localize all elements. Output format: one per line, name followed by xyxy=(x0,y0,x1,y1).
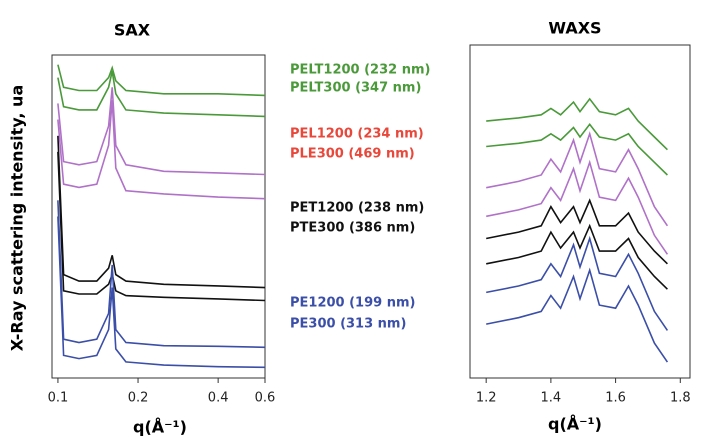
legend-label: PELT300 (347 nm) xyxy=(290,81,421,96)
x-tick-label: 1.8 xyxy=(670,391,691,406)
x-tick-label: 0.6 xyxy=(255,391,276,406)
x-tick-label: 0.2 xyxy=(128,391,149,406)
data-line xyxy=(57,216,266,369)
data-line xyxy=(57,100,266,200)
data-line xyxy=(57,71,266,118)
legend-label: PTE300 (386 nm) xyxy=(290,221,415,236)
y-axis-label: X-Ray scattering intensity, ua xyxy=(8,85,27,351)
legend-label: PET1200 (238 nm) xyxy=(290,201,424,216)
data-line xyxy=(486,122,668,176)
x-axis-label: q(Å⁻¹) xyxy=(548,415,602,434)
x-tick-label: 1.4 xyxy=(541,391,562,406)
x-tick-label: 1.6 xyxy=(605,391,626,406)
x-tick-label: 0.4 xyxy=(208,391,229,406)
data-line xyxy=(486,131,669,227)
chart-title: SAX xyxy=(114,21,151,40)
x-tick-label: 0.1 xyxy=(48,391,69,406)
data-line xyxy=(57,87,266,176)
legend-label: PELT1200 (232 nm) xyxy=(290,63,430,78)
plot-frame xyxy=(51,54,266,379)
chart-title: WAXS xyxy=(548,19,601,38)
x-tick-label: 1.2 xyxy=(476,391,497,406)
legend-label: PE1200 (199 nm) xyxy=(290,296,415,311)
legend-label: PEL1200 (234 nm) xyxy=(290,127,424,142)
data-line xyxy=(57,200,266,349)
data-line xyxy=(486,223,668,290)
data-line xyxy=(486,97,668,151)
data-line xyxy=(486,235,669,331)
x-axis-label: q(Å⁻¹) xyxy=(133,418,187,437)
data-line xyxy=(486,159,669,255)
data-line xyxy=(486,267,669,363)
data-line xyxy=(486,198,668,265)
data-line xyxy=(57,135,266,289)
data-line xyxy=(57,64,266,97)
legend-label: PLE300 (469 nm) xyxy=(290,147,415,162)
plot-frame xyxy=(469,44,691,379)
legend-label: PE300 (313 nm) xyxy=(290,317,406,332)
